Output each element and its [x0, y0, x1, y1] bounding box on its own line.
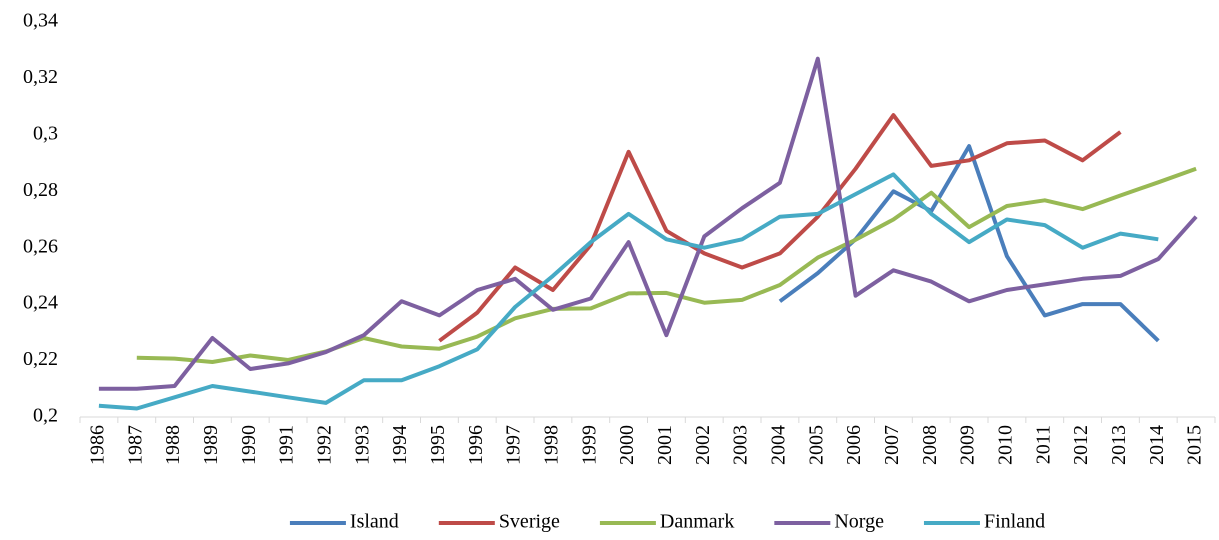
x-tick-label: 1997 [503, 425, 525, 465]
x-tick-label: 1986 [87, 425, 109, 465]
x-tick-label: 2001 [654, 425, 676, 465]
x-tick-label: 1993 [351, 425, 373, 465]
x-tick-label: 1989 [200, 425, 222, 465]
legend-label: Sverige [499, 511, 560, 533]
x-tick-label: 1994 [389, 425, 411, 465]
x-tick-label: 1996 [465, 425, 487, 465]
x-tick-label: 1987 [124, 425, 146, 465]
series-line [778, 144, 1160, 343]
x-tick-label: 2012 [1070, 425, 1092, 465]
legend-label: Danmark [660, 511, 734, 533]
x-tick-label: 2006 [843, 425, 865, 465]
y-tick-label: 0,3 [33, 122, 58, 144]
y-tick-label: 0,24 [23, 292, 58, 314]
x-tick-label: 2004 [768, 425, 790, 465]
y-tick-label: 0,32 [23, 66, 58, 88]
series-line [98, 172, 1159, 411]
x-tick-label: 2008 [919, 425, 941, 465]
x-tick-label: 1991 [276, 425, 298, 465]
x-tick-label: 2015 [1184, 425, 1206, 465]
x-tick-label: 2005 [805, 425, 827, 465]
x-tick-label: 2007 [881, 425, 903, 465]
x-tick-label: 1995 [427, 425, 449, 465]
x-tick-label: 2011 [1032, 425, 1054, 464]
series-line [98, 56, 1198, 391]
legend-label: Island [350, 511, 399, 533]
x-tick-label: 2000 [616, 425, 638, 465]
x-tick-label: 1992 [314, 425, 336, 465]
y-tick-label: 0,2 [33, 405, 58, 427]
x-tick-label: 2002 [692, 425, 714, 465]
legend-label: Finland [984, 511, 1045, 533]
x-tick-label: 2014 [1146, 425, 1168, 465]
x-tick-label: 1988 [162, 425, 184, 465]
y-tick-label: 0,26 [23, 235, 58, 257]
y-tick-label: 0,34 [23, 10, 58, 32]
x-tick-label: 2003 [730, 425, 752, 465]
legend-label: Norge [834, 511, 884, 533]
x-tick-label: 1998 [541, 425, 563, 465]
y-tick-label: 0,22 [23, 348, 58, 370]
x-tick-label: 2010 [995, 425, 1017, 465]
x-tick-label: 1990 [238, 425, 260, 465]
x-tick-label: 2013 [1108, 425, 1130, 465]
x-tick-label: 1999 [578, 425, 600, 465]
y-tick-label: 0,28 [23, 179, 58, 201]
x-tick-label: 2009 [957, 425, 979, 465]
series-line [438, 113, 1122, 343]
